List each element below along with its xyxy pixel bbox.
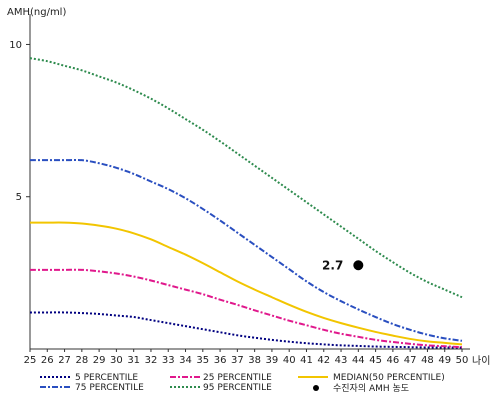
x-tick-label-47: 47	[404, 355, 417, 366]
y-axis-label: AMH(ng/ml)	[7, 7, 66, 18]
patient-marker-group: 2.7	[322, 258, 364, 272]
series-lines	[29, 57, 463, 349]
x-tick-label-37: 37	[231, 355, 244, 366]
series-line-5-percentile	[30, 311, 462, 349]
legend-label-patient-amh: 수진자의 AMH 농도	[333, 383, 409, 394]
x-tick-label-39: 39	[266, 355, 279, 366]
y-tick-label-10: 10	[9, 40, 22, 51]
x-tick-label-26: 26	[41, 355, 54, 366]
x-tick-label-38: 38	[248, 355, 261, 366]
x-tick-label-40: 40	[283, 355, 296, 366]
legend-label-5-percentile: 5 PERCENTILE	[75, 373, 138, 383]
legend-label-25-percentile: 25 PERCENTILE	[203, 373, 272, 383]
x-ticks: 25 26 27 28 29 30 31 32 33 34 35 36 37 38 39 40 41 42 43 44…	[24, 349, 469, 366]
x-tick-label-41: 41	[300, 355, 313, 366]
legend-item-75-percentile: 75 PERCENTILE	[40, 383, 144, 393]
x-tick-label-50: 50	[456, 355, 469, 366]
patient-amh-value-label: 2.7	[322, 258, 343, 272]
x-tick-label-42: 42	[317, 355, 330, 366]
x-tick-label-45: 45	[369, 355, 382, 366]
legend-item-95-percentile: 95 PERCENTILE	[170, 383, 272, 393]
x-tick-label-36: 36	[214, 355, 227, 366]
y-ticks: 5 10	[9, 40, 30, 203]
legend: 5 PERCENTILE 75 PERCENTILE 25 PERCENTILE…	[40, 373, 445, 394]
legend-swatch-patient-amh	[313, 385, 319, 391]
x-tick-label-30: 30	[110, 355, 123, 366]
x-tick-label-43: 43	[335, 355, 348, 366]
series-line-75-percentile	[30, 158, 463, 342]
y-tick-label-5: 5	[16, 192, 22, 203]
legend-item-25-percentile: 25 PERCENTILE	[170, 373, 272, 383]
x-tick-label-31: 31	[127, 355, 140, 366]
x-tick-label-33: 33	[162, 355, 175, 366]
legend-item-median: MEDIAN(50 PERCENTILE)	[298, 373, 445, 383]
x-tick-label-34: 34	[179, 355, 192, 366]
x-tick-label-25: 25	[24, 355, 37, 366]
x-tick-label-32: 32	[145, 355, 158, 366]
x-tick-label-29: 29	[93, 355, 106, 366]
series-line-median-50-percentile	[30, 221, 463, 346]
x-axis-label: 나이	[472, 355, 490, 367]
legend-item-5-percentile: 5 PERCENTILE	[40, 373, 138, 383]
legend-label-median: MEDIAN(50 PERCENTILE)	[333, 373, 445, 383]
legend-label-95-percentile: 95 PERCENTILE	[203, 383, 272, 393]
x-tick-label-28: 28	[75, 355, 88, 366]
x-tick-label-46: 46	[387, 355, 400, 366]
x-tick-label-49: 49	[438, 355, 451, 366]
axes: AMH(ng/ml) 나이	[7, 7, 490, 367]
x-tick-label-27: 27	[58, 355, 71, 366]
x-tick-label-44: 44	[352, 355, 365, 366]
legend-label-75-percentile: 75 PERCENTILE	[75, 383, 144, 393]
legend-item-patient-amh: 수진자의 AMH 농도	[313, 383, 409, 394]
series-line-95-percentile	[29, 57, 463, 299]
patient-amh-point	[353, 260, 364, 271]
series-line-25-percentile	[29, 268, 463, 349]
x-tick-label-48: 48	[421, 355, 434, 366]
x-tick-label-35: 35	[196, 355, 209, 366]
